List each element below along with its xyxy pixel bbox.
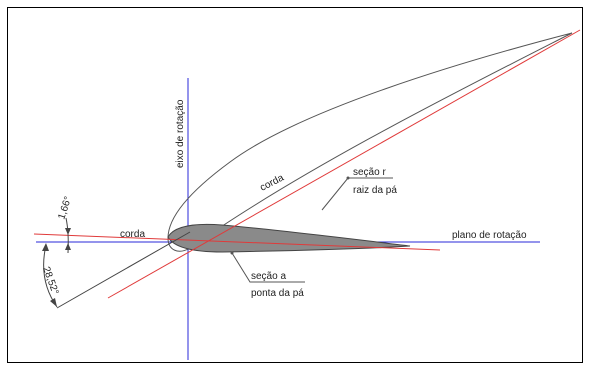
- section-r-leader-dot: [346, 176, 350, 180]
- diagram-frame: [7, 7, 583, 363]
- angle-root-arrow-bottom: [50, 298, 57, 307]
- section-a-label-line2: ponta da pá: [251, 288, 304, 299]
- angle-root-reference-line: [56, 231, 191, 309]
- root-chord-line: [107, 29, 581, 299]
- angle-tip-arrow-up: [65, 228, 71, 235]
- section-a-leader-dot: [230, 251, 234, 255]
- angle-tip-label: 1,66°: [56, 195, 74, 221]
- tip-chord-label: corda: [120, 229, 145, 240]
- rotation-plane-label: plano de rotação: [452, 230, 527, 241]
- angle-root-label: 28,52°: [40, 265, 60, 296]
- tip-section-airfoil: [167, 223, 411, 253]
- section-a-leader: [231, 252, 305, 283]
- root-chord-label: corda: [258, 172, 286, 193]
- angle-root-arrow-top: [42, 243, 49, 251]
- root-section-airfoil: [167, 32, 573, 252]
- tip-chord-line: [33, 233, 441, 251]
- rotation-axis-label: eixo de rotação: [175, 99, 186, 168]
- angle-tip-arrow-down: [65, 243, 71, 250]
- section-a-label-line1: seção a: [251, 271, 286, 282]
- section-r-label-line1: seção r: [353, 167, 386, 178]
- section-r-label-line2: raiz da pá: [353, 185, 397, 196]
